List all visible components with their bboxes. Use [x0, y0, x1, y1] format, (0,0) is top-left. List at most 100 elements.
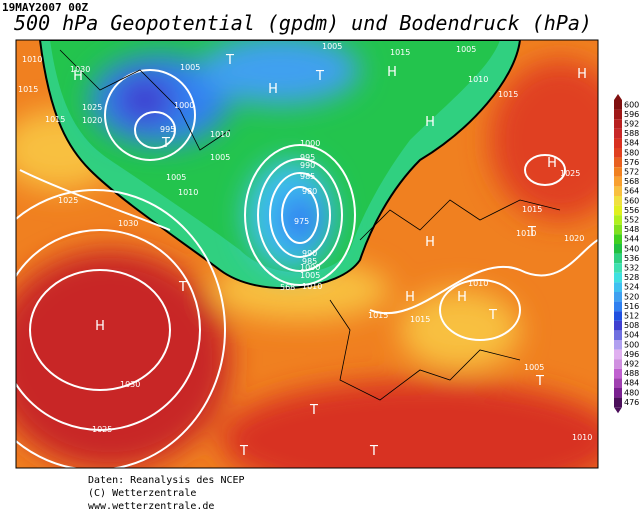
isobar-label: 1005	[166, 173, 186, 182]
isobar-label: 1030	[70, 65, 90, 74]
colorbar-cell	[614, 397, 622, 408]
colorbar-label: 540	[624, 244, 639, 253]
pressure-center: H	[547, 156, 557, 171]
isobar-label: 1005	[300, 271, 320, 280]
colorbar-label: 592	[624, 120, 639, 129]
colorbar-cell	[614, 378, 622, 388]
colorbar-label: 536	[624, 254, 639, 263]
isobar-label: 1015	[522, 205, 542, 214]
colorbar-label: 588	[624, 129, 639, 138]
colorbar-cell	[614, 128, 622, 139]
colorbar-cell	[614, 272, 622, 283]
isobar-label: 985	[300, 172, 315, 181]
pressure-center: T	[315, 69, 324, 84]
isobar-label: 1025	[82, 103, 102, 112]
colorbar-cell	[614, 388, 622, 398]
pressure-center: T	[225, 53, 234, 68]
colorbar-cell	[614, 253, 622, 264]
isobar-label: 1010	[178, 188, 198, 197]
isobar-label: 1005	[210, 153, 230, 162]
pressure-center: H	[425, 235, 435, 250]
isobar-label: 1005	[180, 63, 200, 72]
colorbar-cell	[614, 349, 622, 360]
colorbar-cell	[614, 205, 622, 216]
pressure-center: H	[73, 69, 83, 84]
colorbar-label: 576	[624, 158, 639, 167]
colorbar-label: 500	[624, 340, 639, 349]
colorbar-label: 476	[624, 398, 639, 407]
colorbar-label: 584	[624, 139, 639, 148]
colorbar-label: 532	[624, 264, 639, 273]
isobar-label: 1010	[302, 282, 322, 291]
colorbar-label: 548	[624, 225, 639, 234]
colorbar-cell	[614, 263, 622, 273]
colorbar-label: 480	[624, 388, 639, 397]
colorbar-cell	[614, 215, 622, 225]
isobar-label: 990	[302, 249, 317, 258]
colorbar-label: 484	[624, 379, 639, 388]
colorbar-label: 528	[624, 273, 639, 282]
colorbar-label: 564	[624, 187, 639, 196]
isobar-label: 1000	[300, 263, 320, 272]
footer-line: Daten: Reanalysis des NCEP	[88, 475, 245, 486]
colorbar-cell	[614, 138, 622, 148]
pressure-center: T	[178, 280, 187, 295]
pressure-center: T	[161, 136, 170, 151]
isobar-label: 1015	[45, 115, 65, 124]
isobar-label: 1010	[572, 433, 592, 442]
isobar-label: 1010	[210, 130, 230, 139]
isobar-label: 1000	[300, 139, 320, 148]
colorbar-cell	[614, 196, 622, 206]
isobar-label: 1015	[390, 48, 410, 57]
colorbar-cell	[614, 157, 622, 168]
pressure-center: H	[405, 290, 415, 305]
colorbar-cell	[614, 320, 622, 331]
isobar-label: 1010	[516, 229, 536, 238]
colorbar-cell	[614, 330, 622, 340]
colorbar-cell	[614, 244, 622, 254]
isobar-label: 1005	[456, 45, 476, 54]
colorbar-cell	[614, 148, 622, 158]
colorbar-label: 512	[624, 312, 639, 321]
isobar-label: 1005	[322, 42, 342, 51]
colorbar-label: 508	[624, 321, 639, 330]
colorbar-label: 504	[624, 331, 639, 340]
isobar-label: 1030	[120, 380, 140, 389]
colorbar-cell	[614, 292, 622, 302]
pressure-center: T	[527, 225, 536, 240]
pressure-center: H	[577, 67, 587, 82]
colorbar-label: 544	[624, 235, 639, 244]
isobar-label: 1010	[468, 279, 488, 288]
footer-line: www.wetterzentrale.de	[88, 501, 214, 511]
isobar-label: 1015	[498, 90, 518, 99]
isobar-label: 568	[280, 283, 295, 292]
map	[16, 40, 598, 468]
isobar-label: 1015	[410, 315, 430, 324]
colorbar-label: 556	[624, 206, 639, 215]
colorbar-cell	[614, 301, 622, 312]
colorbar-arrow-bottom	[614, 407, 622, 414]
pressure-center: T	[239, 444, 248, 459]
colorbar-arrow-top	[614, 94, 622, 100]
colorbar-label: 492	[624, 360, 639, 369]
isobar-label: 1010	[468, 75, 488, 84]
isobar-label: 1020	[82, 116, 102, 125]
pressure-center: H	[387, 65, 397, 80]
pressure-center: H	[268, 82, 278, 97]
isobar-label: 1005	[524, 363, 544, 372]
isobar-label: 1010	[22, 55, 42, 64]
colorbar-label: 596	[624, 110, 639, 119]
isobar-label: 1030	[118, 219, 138, 228]
isobar-label: 995	[160, 125, 175, 134]
colorbar-label: 560	[624, 196, 639, 205]
isobar-label: 1015	[18, 85, 38, 94]
colorbar-cell	[614, 311, 622, 321]
colorbar-label: 524	[624, 283, 639, 292]
colorbar-label: 600	[624, 100, 639, 109]
colorbar-cell	[614, 100, 622, 110]
colorbar-cell	[614, 368, 622, 379]
isobar-label: 980	[302, 187, 317, 196]
colorbar-cell	[614, 282, 622, 292]
title: 500 hPa Geopotential (gpdm) und Bodendru…	[14, 11, 592, 35]
